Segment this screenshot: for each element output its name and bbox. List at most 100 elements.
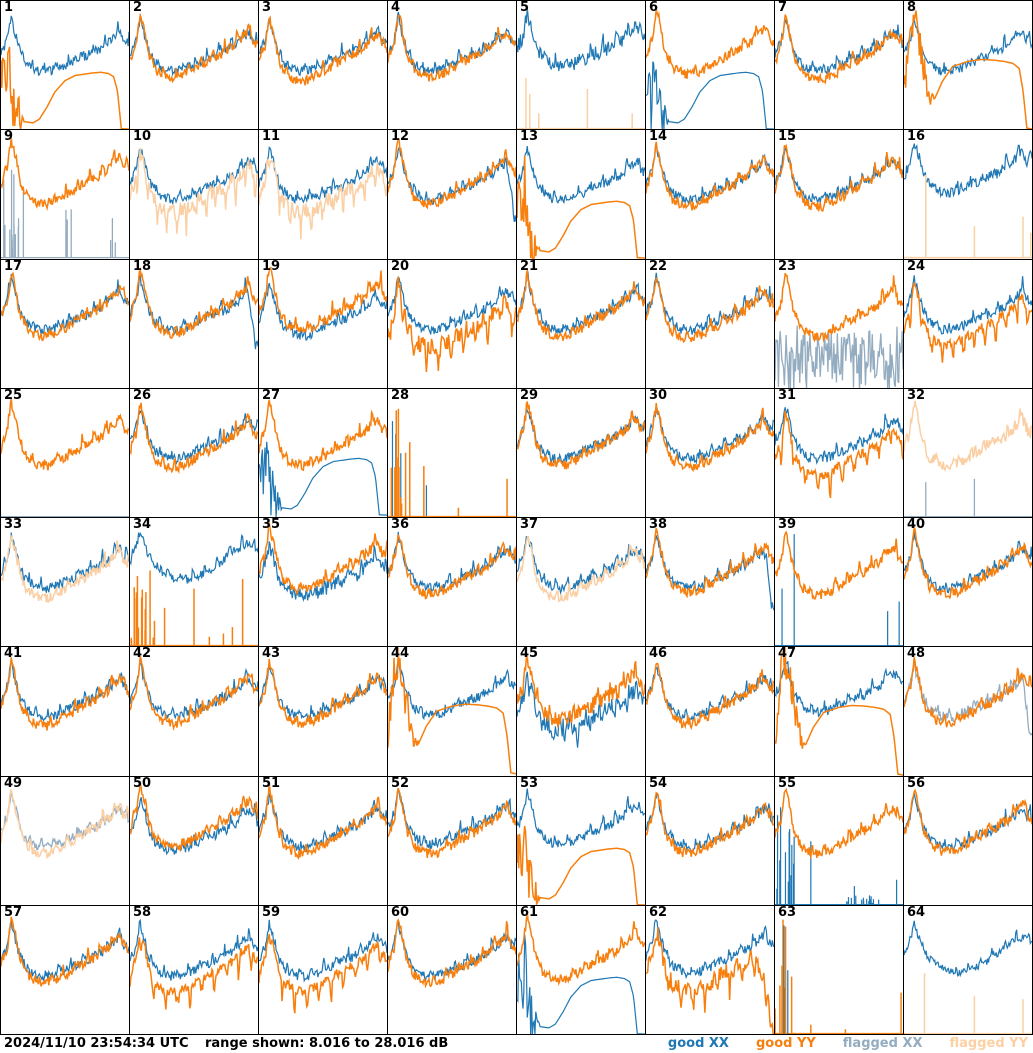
panel-13[interactable]: 13: [517, 130, 646, 260]
panel-27[interactable]: 27: [259, 388, 388, 518]
panel-5[interactable]: 5: [517, 1, 646, 131]
trace-curve-YY: [1, 273, 129, 340]
panel-59[interactable]: 59: [259, 905, 388, 1035]
panel-56[interactable]: 56: [904, 776, 1033, 906]
panel-plot-56: [904, 777, 1032, 905]
panel-plot-47: [775, 647, 903, 775]
panel-30[interactable]: 30: [646, 388, 775, 518]
panel-plot-49: [1, 777, 129, 905]
panel-39[interactable]: 39: [775, 518, 904, 648]
panel-plot-37: [517, 518, 645, 646]
panel-10[interactable]: 10: [130, 130, 259, 260]
panel-22[interactable]: 22: [646, 259, 775, 389]
panel-23[interactable]: 23: [775, 259, 904, 389]
panel-2[interactable]: 2: [130, 1, 259, 131]
panel-52[interactable]: 52: [388, 776, 517, 906]
panel-35[interactable]: 35: [259, 518, 388, 648]
panel-number: 43: [262, 647, 281, 662]
panel-63[interactable]: 63: [775, 905, 904, 1035]
panel-number: 24: [907, 259, 926, 274]
trace-curve-YY: [259, 267, 387, 331]
panel-number: 45: [520, 647, 539, 662]
trace-curve-YY: [646, 9, 774, 79]
panel-plot-36: [388, 518, 516, 646]
panel-54[interactable]: 54: [646, 776, 775, 906]
panel-11[interactable]: 11: [259, 130, 388, 260]
trace-spikes-fYY: [904, 175, 1032, 258]
panel-45[interactable]: 45: [517, 647, 646, 777]
panel-29[interactable]: 29: [517, 388, 646, 518]
panel-40[interactable]: 40: [904, 518, 1033, 648]
panel-50[interactable]: 50: [130, 776, 259, 906]
trace-spikes-YY: [388, 408, 516, 516]
panel-number: 9: [4, 130, 14, 145]
panel-60[interactable]: 60: [388, 905, 517, 1035]
trace-curve-fYY: [1, 789, 129, 857]
panel-36[interactable]: 36: [388, 518, 517, 648]
panel-20[interactable]: 20: [388, 259, 517, 389]
panel-1[interactable]: 1: [1, 1, 130, 131]
panel-55[interactable]: 55: [775, 776, 904, 906]
panel-4[interactable]: 4: [388, 1, 517, 131]
trace-curve-XX: [130, 533, 258, 584]
panel-6[interactable]: 6: [646, 1, 775, 131]
panel-16[interactable]: 16: [904, 130, 1033, 260]
trace-curve-YY: [259, 659, 387, 728]
panel-25[interactable]: 25: [1, 388, 130, 518]
panel-46[interactable]: 46: [646, 647, 775, 777]
panel-34[interactable]: 34: [130, 518, 259, 648]
panel-31[interactable]: 31: [775, 388, 904, 518]
panel-plot-26: [130, 389, 258, 517]
panel-12[interactable]: 12: [388, 130, 517, 260]
trace-curve-YY: [388, 139, 516, 208]
panel-28[interactable]: 28: [388, 388, 517, 518]
range-shown-label: range shown: 8.016 to 28.016 dB: [205, 1036, 449, 1051]
trace-curve-XX: [517, 788, 645, 847]
panel-7[interactable]: 7: [775, 1, 904, 131]
trace-curve-YY: [388, 276, 516, 371]
panel-57[interactable]: 57: [1, 905, 130, 1035]
panel-21[interactable]: 21: [517, 259, 646, 389]
panel-plot-52: [388, 777, 516, 905]
trace-curve-XX: [904, 144, 1032, 197]
panel-plot-3: [259, 1, 387, 129]
panel-51[interactable]: 51: [259, 776, 388, 906]
panel-61[interactable]: 61: [517, 905, 646, 1035]
panel-44[interactable]: 44: [388, 647, 517, 777]
panel-37[interactable]: 37: [517, 518, 646, 648]
panel-number: 14: [649, 130, 668, 145]
panel-15[interactable]: 15: [775, 130, 904, 260]
panel-43[interactable]: 43: [259, 647, 388, 777]
panel-48[interactable]: 48: [904, 647, 1033, 777]
panel-26[interactable]: 26: [130, 388, 259, 518]
panel-53[interactable]: 53: [517, 776, 646, 906]
panel-38[interactable]: 38: [646, 518, 775, 648]
trace-curve-YY: [775, 146, 903, 212]
panel-33[interactable]: 33: [1, 518, 130, 648]
trace-spikes-YY: [775, 919, 903, 1033]
panel-58[interactable]: 58: [130, 905, 259, 1035]
panel-3[interactable]: 3: [259, 1, 388, 131]
panel-9[interactable]: 9: [1, 130, 130, 260]
panel-64[interactable]: 64: [904, 905, 1033, 1035]
panel-41[interactable]: 41: [1, 647, 130, 777]
panel-18[interactable]: 18: [130, 259, 259, 389]
panel-number: 2: [133, 1, 143, 15]
panel-62[interactable]: 62: [646, 905, 775, 1035]
panel-32[interactable]: 32: [904, 388, 1033, 518]
trace-curve-YY: [904, 657, 1032, 728]
panel-number: 5: [520, 1, 530, 15]
panel-42[interactable]: 42: [130, 647, 259, 777]
panel-number: 59: [262, 905, 281, 920]
panel-19[interactable]: 19: [259, 259, 388, 389]
panel-number: 55: [778, 776, 797, 791]
panel-14[interactable]: 14: [646, 130, 775, 260]
panel-47[interactable]: 47: [775, 647, 904, 777]
panel-49[interactable]: 49: [1, 776, 130, 906]
trace-curve-XX: [388, 148, 516, 222]
trace-curve-YY: [517, 401, 645, 469]
panel-24[interactable]: 24: [904, 259, 1033, 389]
panel-17[interactable]: 17: [1, 259, 130, 389]
panel-plot-46: [646, 647, 774, 775]
panel-8[interactable]: 8: [904, 1, 1033, 131]
